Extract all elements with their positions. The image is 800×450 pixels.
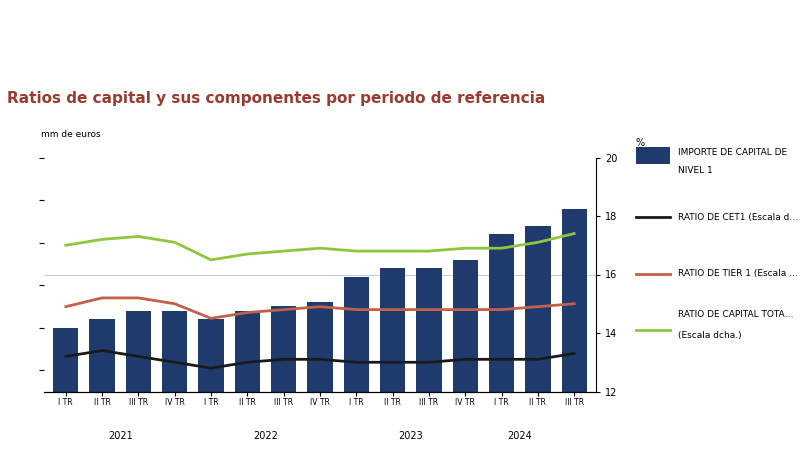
Bar xyxy=(416,268,442,450)
Bar xyxy=(453,260,478,450)
Bar xyxy=(198,319,224,450)
Bar xyxy=(636,147,670,164)
Text: Ratios de capital y sus componentes por periodo de referencia: Ratios de capital y sus componentes por … xyxy=(7,91,546,107)
Text: 2023: 2023 xyxy=(398,431,423,441)
Text: 2022: 2022 xyxy=(253,431,278,441)
Text: Eurosistema: Eurosistema xyxy=(724,53,771,62)
Text: NIVEL 1: NIVEL 1 xyxy=(678,166,713,176)
Text: RATIO DE TIER 1 (Escala …: RATIO DE TIER 1 (Escala … xyxy=(678,269,798,278)
Text: IMPORTE DE CAPITAL DE: IMPORTE DE CAPITAL DE xyxy=(678,148,787,157)
Bar xyxy=(380,268,406,450)
Bar xyxy=(525,225,550,450)
Bar xyxy=(562,208,587,450)
Bar xyxy=(344,277,369,450)
Text: RATIO DE CET1 (Escala d…: RATIO DE CET1 (Escala d… xyxy=(678,212,798,221)
Text: 2021: 2021 xyxy=(108,431,133,441)
Bar xyxy=(234,310,260,450)
Bar xyxy=(90,319,115,450)
Bar xyxy=(126,310,151,450)
Text: mm de euros: mm de euros xyxy=(42,130,101,139)
Bar xyxy=(162,310,187,450)
Bar xyxy=(307,302,333,450)
Text: (Escala dcha.): (Escala dcha.) xyxy=(678,331,742,340)
Text: Estadísticas Supervisoras: Estadísticas Supervisoras xyxy=(10,27,269,45)
Text: 2024: 2024 xyxy=(507,431,532,441)
Text: BE: BE xyxy=(716,13,756,40)
Bar xyxy=(489,234,514,450)
Bar xyxy=(53,328,78,450)
Text: RATIO DE CAPITAL TOTA…: RATIO DE CAPITAL TOTA… xyxy=(678,310,794,319)
Bar xyxy=(271,306,296,450)
Text: %: % xyxy=(635,138,645,148)
